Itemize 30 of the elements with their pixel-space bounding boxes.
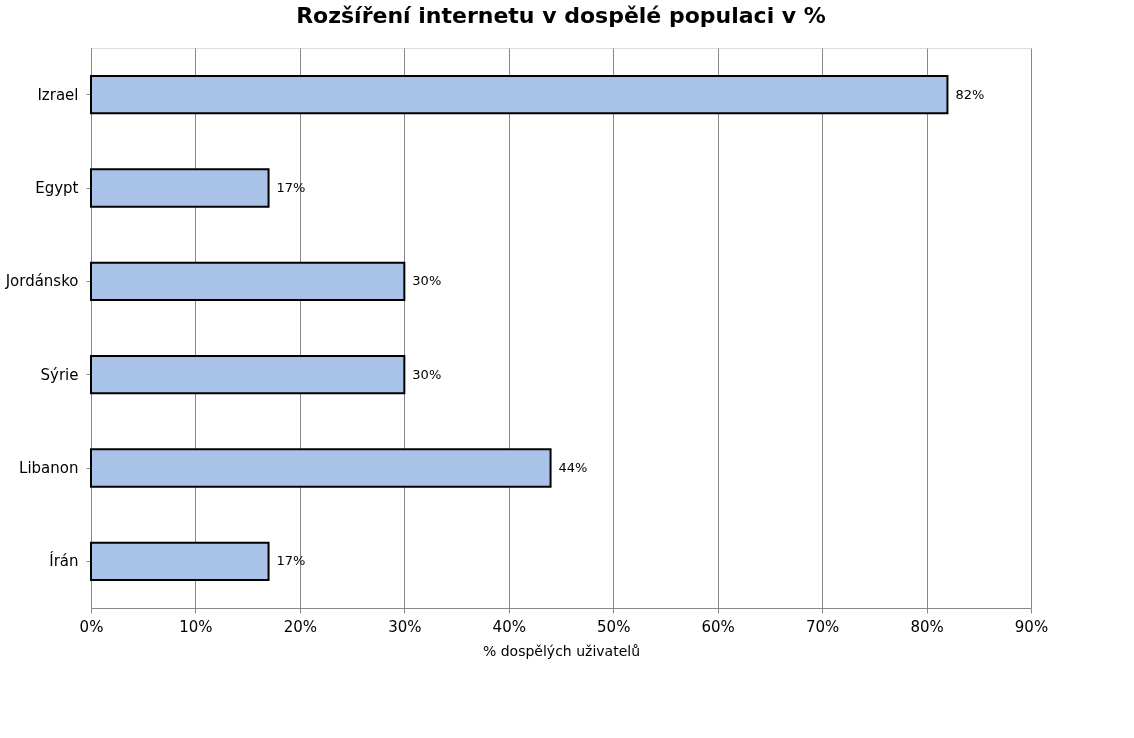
bar: [90, 261, 406, 301]
y-tick-label: Libanon: [19, 459, 79, 477]
x-tick-label: 60%: [701, 617, 735, 636]
x-tick-label: 50%: [597, 617, 631, 636]
data-label: 44%: [558, 460, 588, 475]
data-label: 30%: [412, 366, 442, 382]
y-tick-label: Írán: [49, 551, 79, 571]
bar: [90, 448, 552, 488]
x-tick-label: 10%: [179, 617, 213, 636]
y-tick-label: Jordánsko: [4, 272, 79, 291]
x-tick-label: 30%: [388, 617, 422, 636]
x-tick-label: 20%: [283, 617, 318, 636]
y-tick-label: Egypt: [35, 179, 79, 197]
data-label: 82%: [955, 86, 985, 102]
data-label: 17%: [276, 553, 306, 569]
x-tick-label: 70%: [805, 617, 840, 636]
x-tick-label: 0%: [79, 617, 104, 636]
data-label: 30%: [412, 273, 442, 289]
data-label: 17%: [276, 180, 306, 195]
bar: [90, 541, 270, 581]
x-tick-label: 40%: [492, 617, 526, 636]
y-tick-label: Sýrie: [40, 365, 79, 384]
x-tick-label: 90%: [1014, 617, 1049, 636]
bar: [90, 355, 406, 395]
x-axis-title: % dospělých uživatelů: [482, 642, 641, 659]
chart-title: Rozšíření internetu v dospělé populaci v %: [296, 3, 826, 28]
bar: [90, 75, 949, 115]
x-tick-label: 80%: [910, 617, 944, 636]
y-tick-label: Izrael: [37, 85, 79, 104]
bar: [90, 168, 270, 208]
